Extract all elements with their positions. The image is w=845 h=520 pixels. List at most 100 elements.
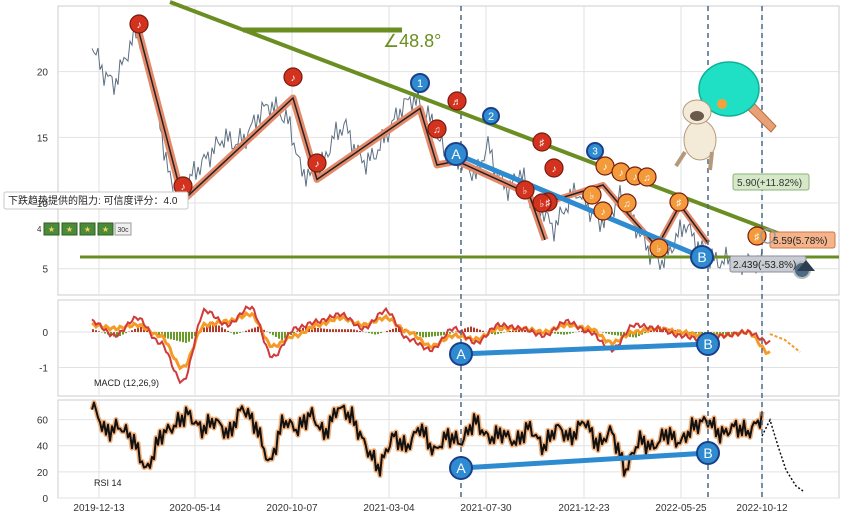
macd-histogram-bar xyxy=(419,332,421,336)
macd-histogram-bar xyxy=(635,332,637,338)
macd-histogram-bar xyxy=(611,332,613,335)
macd-histogram-bar xyxy=(524,330,526,332)
macd-histogram-bar xyxy=(245,330,247,332)
y-tick-label: 15 xyxy=(37,133,49,144)
macd-histogram-bar xyxy=(302,327,304,332)
rsi-forecast-line xyxy=(761,417,804,492)
wave-label-marker xyxy=(410,73,430,93)
note-marker xyxy=(593,201,613,221)
macd-histogram-bar xyxy=(194,332,196,336)
rsi-point-b-marker xyxy=(696,441,720,465)
macd-histogram-bar xyxy=(509,331,511,332)
macd-layer xyxy=(91,305,801,385)
macd-histogram-bar xyxy=(248,329,250,332)
y-tick-label: 20 xyxy=(37,468,49,479)
macd-histogram-bar xyxy=(689,332,691,333)
labels-layer: 2019-12-13 2020-05-14 2020-10-07 2021-03-04… xyxy=(8,20,827,514)
macd-histogram-bar xyxy=(464,328,466,332)
macd-title: MACD (12,26,9) xyxy=(94,378,159,388)
macd-histogram-bar xyxy=(431,332,433,337)
note-marker-text: ♯ xyxy=(540,138,545,149)
macd-histogram-bar xyxy=(500,332,502,334)
macd-histogram-bar xyxy=(557,332,559,334)
rating-badge-star: ★ xyxy=(102,225,109,234)
dog-leg-icon xyxy=(708,151,714,171)
note-marker-text: ♭ xyxy=(590,191,595,202)
note-marker-text: ♪ xyxy=(633,172,638,183)
macd-histogram-bar xyxy=(578,331,580,332)
ball-icon xyxy=(717,99,727,109)
x-tick-label: 2022-10-12 xyxy=(736,503,788,514)
x-tick-label: 2020-10-07 xyxy=(266,503,318,514)
note-marker xyxy=(427,119,447,139)
current-price-box xyxy=(769,231,836,249)
macd-histogram-bar xyxy=(275,332,277,337)
line-ab-rsi xyxy=(460,450,709,471)
paddle-icon xyxy=(698,61,760,117)
macd-histogram-bar xyxy=(299,329,301,332)
point-a-marker xyxy=(444,142,468,166)
note-marker xyxy=(447,91,467,111)
rsi-point-b-text: B xyxy=(703,445,712,461)
macd-histogram-bar xyxy=(98,331,100,332)
macd-line xyxy=(91,305,771,385)
macd-histogram-bar xyxy=(167,332,169,339)
macd-histogram-bar xyxy=(467,327,469,332)
note-marker xyxy=(532,193,552,213)
macd-histogram-bar xyxy=(452,332,454,333)
current-price-label: 5.59(5.78%) xyxy=(773,236,827,247)
macd-histogram-bar xyxy=(176,332,178,341)
macd-histogram-bar xyxy=(182,332,184,343)
note-marker-text: ♪ xyxy=(137,20,142,31)
macd-histogram-bar xyxy=(272,332,274,336)
macd-histogram-bar xyxy=(236,332,238,334)
macd-histogram-bar xyxy=(560,332,562,335)
macd-histogram-bar xyxy=(284,332,286,339)
macd-histogram-bar xyxy=(614,332,616,336)
note-marker xyxy=(617,193,637,213)
macd-histogram-bar xyxy=(722,332,724,335)
macd-histogram-bar xyxy=(227,330,229,332)
grid-lines xyxy=(58,6,839,499)
macd-histogram-bar xyxy=(332,329,334,332)
note-marker-text: ♪ xyxy=(603,162,608,173)
macd-histogram-bar xyxy=(191,332,193,339)
note-marker-text: ♪ xyxy=(181,182,186,193)
rating-badge-value: 4 xyxy=(37,225,42,234)
macd-histogram-bar xyxy=(347,329,349,332)
note-marker xyxy=(582,185,602,205)
macd-histogram-bar xyxy=(695,332,697,334)
macd-histogram-bar xyxy=(320,328,322,332)
dog-face-icon xyxy=(690,111,704,121)
macd-histogram-bar xyxy=(386,330,388,332)
macd-forecast-line xyxy=(769,333,801,353)
macd-histogram-bar xyxy=(293,332,295,334)
macd-histogram-bar xyxy=(278,332,280,339)
angle-label: ∠48.8° xyxy=(383,31,441,51)
macd-histogram-bar xyxy=(494,332,496,335)
note-marker-text: ♫ xyxy=(643,173,651,184)
target-up-label: 5.90(+11.82%) xyxy=(737,178,802,189)
macd-histogram-bar xyxy=(359,330,361,332)
point-b-text: B xyxy=(697,249,706,265)
rating-badge-star: ★ xyxy=(48,225,55,234)
macd-histogram-bar xyxy=(116,332,118,338)
y-tick-label: -1 xyxy=(39,364,48,375)
macd-histogram-bar xyxy=(449,332,451,334)
macd-histogram-bar xyxy=(593,330,595,332)
macd-histogram-bar xyxy=(296,331,298,332)
macd-histogram-bar xyxy=(185,332,187,343)
note-marker-text: ♪ xyxy=(291,73,296,84)
macd-histogram-bar xyxy=(434,332,436,337)
x-tick-label: 2020-05-14 xyxy=(169,503,221,514)
macd-histogram-bar xyxy=(377,332,379,335)
note-marker xyxy=(515,180,535,200)
resistance-label-box xyxy=(3,191,189,210)
wave-label-marker xyxy=(586,142,604,160)
macd-histogram-bar xyxy=(443,332,445,336)
macd-histogram-bar xyxy=(131,330,133,332)
macd-histogram-bar xyxy=(644,332,646,334)
macd-histogram-bar xyxy=(425,332,427,338)
macd-histogram-bar xyxy=(620,332,622,336)
